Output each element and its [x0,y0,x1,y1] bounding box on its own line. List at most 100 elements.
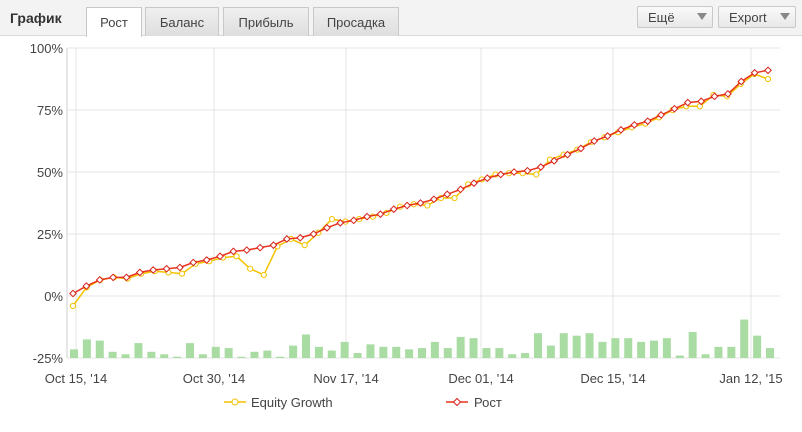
growth-point [135,268,144,277]
equity-growth-point [260,271,267,279]
growth-point [176,263,184,272]
tab-balance[interactable]: Баланс [145,7,219,36]
growth-point [69,289,77,298]
equity-growth-point [233,253,240,260]
growth-point [750,68,759,77]
volume-bar [469,338,478,358]
equity-growth-point [247,265,254,272]
growth-point [323,223,331,232]
volume-bar [443,348,452,358]
volume-bar [688,331,697,358]
growth-point [710,92,719,101]
volume-bar [598,341,607,358]
tab-drawdown-label: Просадка [326,14,386,30]
growth-point [603,132,612,140]
volume-bar [740,319,749,358]
growth-point [403,201,412,210]
volume-bar [237,356,246,358]
x-tick-label: Dec 15, '14 [580,371,645,386]
y-tick-label: -25% [33,351,64,366]
volume-bar [650,340,658,358]
growth-point [657,111,665,119]
growth-point [376,210,385,219]
volume-bar [701,354,710,358]
growth-line [72,69,769,295]
more-dropdown[interactable]: Ещё [637,6,713,28]
legend-marker [231,398,239,406]
chevron-down-icon [780,13,790,20]
volume-bar [714,346,723,358]
growth-point [189,258,198,267]
tab-profit-label: Прибыль [238,14,294,30]
volume-bar [418,348,426,358]
volume-bar [508,354,517,358]
legend-marker [452,397,462,407]
equity-growth-point [178,270,186,277]
tab-growth[interactable]: Рост [86,7,142,37]
growth-point [617,125,625,134]
growth-point [683,98,692,107]
x-tick-label: Oct 15, '14 [45,371,107,386]
volume-bar [160,354,169,358]
growth-point [309,230,318,238]
export-dropdown-label: Export [729,9,767,25]
growth-point [737,77,746,86]
export-dropdown[interactable]: Export [718,6,796,28]
growth-point [349,216,358,225]
volume-bar [302,334,310,358]
legend-item-equity-growth: Equity Growth [224,395,333,410]
growth-point [269,241,278,250]
volume-bar [366,344,375,358]
growth-point [470,179,478,188]
x-tick-label: Dec 01, '14 [448,371,513,386]
volume-bar [546,345,555,358]
growth-point [363,212,371,221]
equity-growth-point [764,75,772,83]
growth-point [149,266,158,274]
volume-bar [82,339,91,358]
x-tick-label: Oct 30, '14 [183,371,245,386]
volume-bar [314,346,323,358]
volume-bar [263,350,272,358]
growth-point [723,89,732,98]
growth-point [483,174,492,183]
growth-point [443,190,452,199]
growth-point [416,199,425,207]
growth-point [670,104,679,113]
equity-growth-point [301,242,308,249]
volume-bar [430,341,439,358]
volume-bar [198,354,207,358]
growth-point [510,168,518,176]
growth-point [229,247,238,256]
volume-bar [289,345,298,358]
volume-bar [482,348,491,358]
volume-bar [70,349,78,358]
volume-bar [224,348,233,358]
legend-item-growth: Рост [446,395,502,410]
y-tick-label: 100% [30,41,64,56]
widget-title: График [10,10,62,26]
equity-growth-point [328,216,336,223]
growth-point [216,252,224,261]
tab-drawdown[interactable]: Просадка [313,7,399,36]
growth-point [456,185,465,194]
volume-bar [637,341,646,358]
volume-bar [327,350,336,358]
volume-bar [186,343,194,358]
growth-point [82,282,91,290]
volume-bar [585,333,594,358]
growth-point [389,205,398,214]
tab-profit[interactable]: Прибыль [223,7,309,36]
volume-bar [662,338,671,358]
volume-bar [147,351,156,358]
growth-point [590,137,599,145]
tab-growth-label: Рост [100,15,128,30]
chart-toolbar: График Рост Баланс Прибыль Просадка Ещё … [0,0,802,37]
volume-bar [108,351,117,358]
growth-point [496,170,505,179]
growth-point [697,97,706,106]
growth-point [536,163,545,171]
growth-point [643,117,652,126]
growth-point [630,120,639,129]
